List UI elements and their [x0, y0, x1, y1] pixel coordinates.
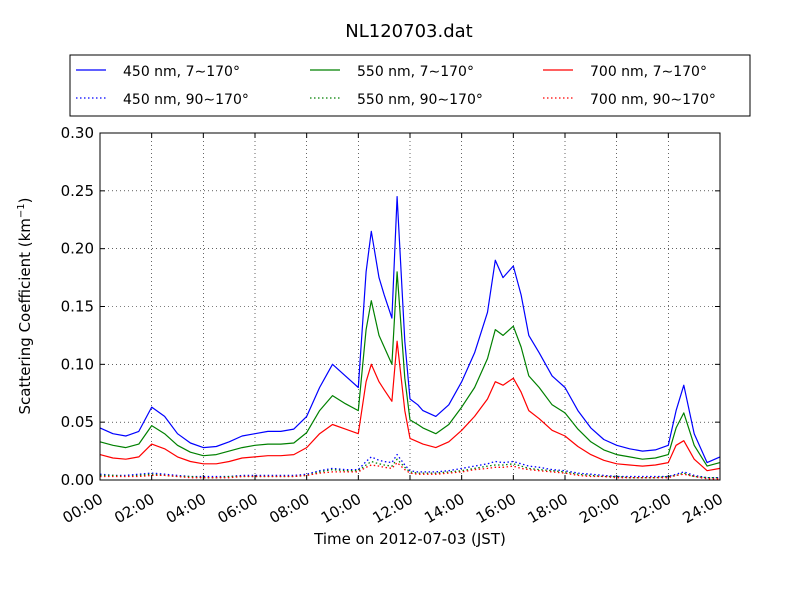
series-layer: [99, 196, 721, 480]
y-axis-label: Scattering Coefficient (km−1): [16, 197, 34, 414]
series-line-5: [100, 461, 720, 480]
y-tick-label: 0.30: [61, 124, 94, 142]
y-tick-label: 0.15: [61, 298, 94, 316]
y-axis-label-main: Scattering Coefficient (km: [16, 218, 34, 414]
legend-label-2: 700 nm, 7∼170°: [590, 64, 707, 80]
legend-frame: [69, 54, 751, 117]
grid: [100, 133, 720, 480]
series-line-3: [99, 453, 720, 479]
y-axis-label-superscript: −1: [16, 203, 27, 218]
legend: 450 nm, 7∼170° 550 nm, 7∼170° 700 nm, 7∼17…: [69, 54, 751, 117]
chart-title: NL120703.dat: [345, 21, 472, 42]
y-axis-label-close: ): [16, 197, 34, 203]
y-tick-label: 0.25: [61, 182, 94, 200]
series-line-2: [99, 340, 721, 472]
legend-label-5: 700 nm, 90∼170°: [590, 92, 716, 108]
legend-label-1: 550 nm, 7∼170°: [357, 64, 474, 80]
y-tick-label: 0.20: [61, 240, 94, 258]
y-tick-label: 0.10: [61, 355, 94, 373]
series-line-1: [99, 271, 721, 467]
legend-label-0: 450 nm, 7∼170°: [123, 64, 240, 80]
x-axis-label: Time on 2012-07-03 (JST): [313, 530, 506, 548]
legend-label-4: 550 nm, 90∼170°: [357, 92, 483, 108]
series-line-0: [99, 196, 721, 464]
legend-label-3: 450 nm, 90∼170°: [123, 92, 249, 108]
y-tick-label: 0.05: [61, 413, 94, 431]
y-tick-label: 0.00: [61, 471, 94, 489]
